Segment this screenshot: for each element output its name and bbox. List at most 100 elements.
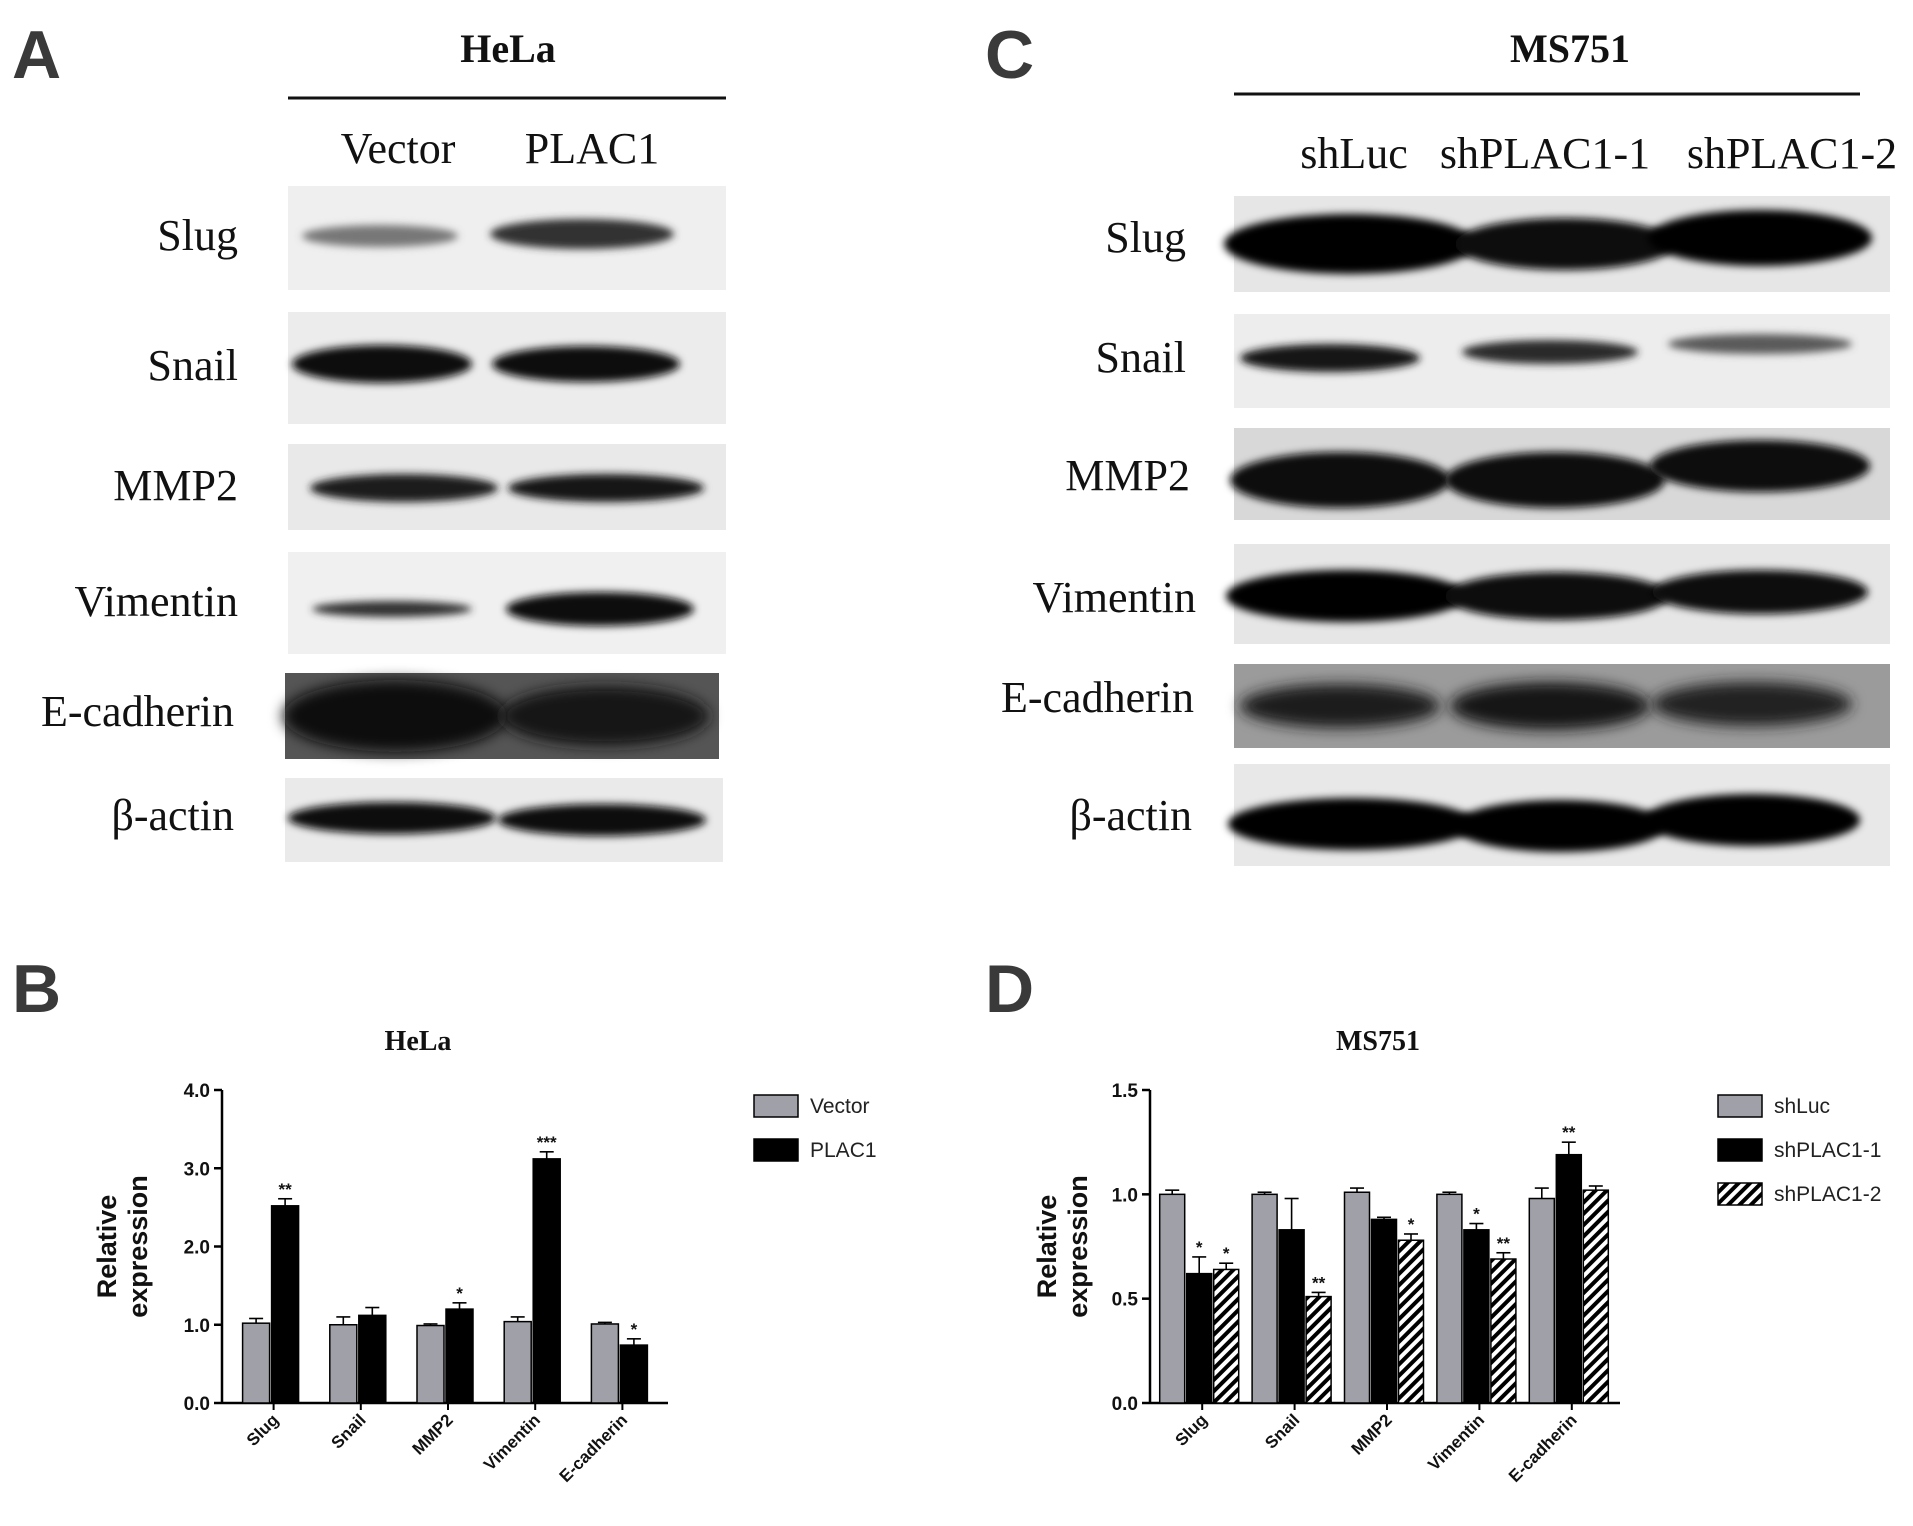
bar-plac1	[270, 1205, 300, 1404]
significance-marker: *	[1223, 1244, 1230, 1263]
bar-shplac1-2	[1305, 1295, 1332, 1404]
bar-plac1	[619, 1344, 649, 1404]
blot-a-row-label: E-cadherin	[41, 687, 234, 736]
x-tick-label: Snail	[1261, 1410, 1303, 1452]
x-tick-label: Vimentin	[1424, 1410, 1488, 1474]
blot-band	[1445, 452, 1665, 508]
x-tick-label: MMP2	[1348, 1410, 1396, 1458]
y-tick-label: 2.0	[184, 1238, 210, 1259]
legend-label: PLAC1	[810, 1139, 877, 1162]
blot-band	[292, 345, 472, 383]
legend-swatch-shplac1-2	[1717, 1182, 1763, 1206]
blot-band	[501, 686, 709, 746]
legend-label: shLuc	[1774, 1095, 1830, 1118]
y-tick-label: 3.0	[184, 1159, 210, 1180]
x-tick-label: E-cadherin	[556, 1410, 632, 1486]
panel-letter-b: B	[12, 951, 61, 1027]
blot-band	[1230, 452, 1450, 508]
y-tick-label: 0.5	[1112, 1290, 1139, 1311]
y-tick-label: 1.0	[184, 1316, 210, 1337]
blot-band	[1445, 572, 1669, 620]
bar-vector	[590, 1323, 620, 1404]
blot-c-row-label: Snail	[1096, 333, 1186, 382]
significance-marker: **	[1497, 1234, 1511, 1253]
chart-b-title: HeLa	[385, 1026, 452, 1057]
blot-band	[1648, 210, 1872, 266]
blot-band	[1652, 570, 1868, 614]
bar-shplac1-1	[1463, 1229, 1490, 1404]
blot-band	[1224, 214, 1476, 274]
chart-d-title: MS751	[1336, 1026, 1420, 1057]
blot-c-row-label: Vimentin	[1032, 573, 1196, 622]
blot-band	[1455, 218, 1675, 270]
blot-band	[1668, 334, 1852, 354]
blot-band	[1454, 800, 1666, 852]
blot-a-row-label: Snail	[148, 341, 238, 390]
legend-label: shPLAC1-1	[1774, 1139, 1881, 1162]
bar-plac1	[445, 1308, 474, 1404]
blot-band	[1240, 684, 1440, 728]
blot-band	[283, 680, 507, 752]
blot-band	[508, 474, 704, 502]
blot-band	[1226, 570, 1466, 622]
legend-swatch-plac1	[753, 1138, 799, 1162]
blot-band	[1644, 794, 1860, 846]
western-blot-ms751: MS751 shLuc shPLAC1-1 shPLAC1-2 Slug Sna…	[1001, 26, 1897, 866]
bar-vector	[416, 1324, 445, 1404]
bar-plac1	[532, 1158, 561, 1404]
legend-label: shPLAC1-2	[1774, 1183, 1881, 1206]
bar-shluc	[1528, 1197, 1556, 1404]
panel-letter-a: A	[12, 17, 61, 93]
x-tick-label: Slug	[1172, 1410, 1211, 1449]
panel-letter-d: D	[985, 951, 1034, 1027]
bar-shluc	[1251, 1193, 1278, 1404]
blot-a-lane-label: PLAC1	[525, 124, 659, 173]
bar-vector	[241, 1322, 271, 1404]
blot-band	[288, 802, 496, 834]
bar-plac1	[358, 1314, 387, 1404]
legend-label: Vector	[810, 1095, 870, 1118]
bar-shplac1-1	[1278, 1229, 1305, 1404]
y-tick-label: 0.0	[1112, 1394, 1138, 1415]
significance-marker: *	[631, 1320, 638, 1339]
blot-band	[1462, 340, 1638, 364]
significance-marker: *	[1196, 1238, 1203, 1257]
blot-a-row-label: Slug	[157, 211, 238, 260]
western-blot-hela: HeLa Vector PLAC1 Slug Snail MMP2 Viment…	[41, 26, 726, 862]
bar-shluc	[1436, 1193, 1463, 1404]
bar-shplac1-1	[1185, 1272, 1213, 1404]
significance-marker: **	[1562, 1123, 1576, 1142]
significance-marker: **	[278, 1180, 292, 1199]
bar-shplac1-2	[1397, 1239, 1425, 1404]
blot-band	[1652, 682, 1852, 726]
significance-marker: *	[1473, 1205, 1480, 1224]
bar-vector	[503, 1320, 532, 1404]
bar-vector	[329, 1324, 358, 1404]
blot-c-title: MS751	[1510, 26, 1630, 71]
legend-swatch-shluc	[1717, 1094, 1763, 1118]
blot-band	[492, 346, 680, 382]
blot-c-row-label: Slug	[1105, 213, 1186, 262]
blot-c-row-label: E-cadherin	[1001, 673, 1194, 722]
bar-shplac1-1	[1370, 1218, 1398, 1404]
blot-a-title: HeLa	[460, 26, 556, 71]
x-tick-label: Snail	[327, 1410, 369, 1452]
blot-c-row-label: MMP2	[1065, 451, 1190, 500]
significance-marker: *	[1408, 1215, 1415, 1234]
legend-swatch-shplac1-1	[1717, 1138, 1763, 1162]
bar-shplac1-2	[1212, 1268, 1240, 1404]
blot-band	[1650, 440, 1870, 492]
bar-shplac1-2	[1582, 1189, 1610, 1404]
blot-c-lane-label: shPLAC1-2	[1687, 129, 1897, 178]
y-tick-label: 1.0	[1112, 1185, 1138, 1206]
blot-a-lane-label: Vector	[341, 124, 456, 173]
y-tick-label: 0.0	[184, 1394, 210, 1415]
y-axis-title: Relativeexpression	[92, 1175, 153, 1318]
y-tick-label: 4.0	[184, 1081, 210, 1102]
y-tick-label: 1.5	[1112, 1081, 1139, 1102]
significance-marker: **	[1312, 1273, 1326, 1292]
blot-band	[1240, 344, 1420, 372]
